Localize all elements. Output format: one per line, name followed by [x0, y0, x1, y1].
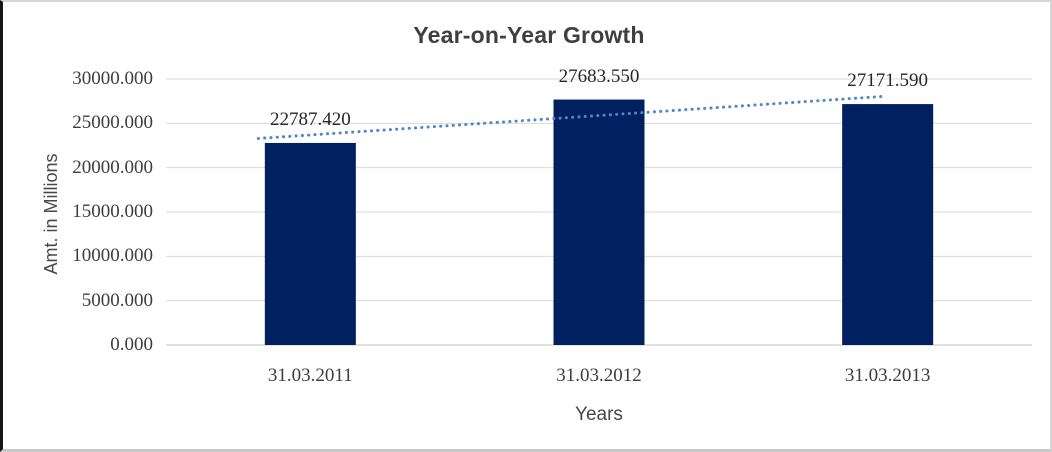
trendline	[256, 94, 887, 140]
x-tick-label: 31.03.2013	[844, 365, 931, 386]
y-tick-label: 15000.000	[72, 201, 153, 222]
x-tick-label: 31.03.2011	[267, 365, 353, 386]
y-tick-label: 0.000	[110, 334, 153, 355]
x-axis-title: Years	[575, 404, 623, 425]
bar	[264, 142, 356, 345]
y-tick-label: 20000.000	[72, 156, 153, 178]
chart-title: Year-on-Year Growth	[413, 22, 645, 48]
y-tick-label: 5000.000	[81, 289, 153, 311]
y-tick-label: 30000.000	[72, 68, 153, 89]
y-tick-label: 25000.000	[72, 112, 153, 134]
bar	[842, 104, 934, 345]
bar-data-label: 27171.590	[847, 70, 929, 92]
x-tick-label: 31.03.2012	[556, 365, 642, 386]
bar-data-label: 27683.550	[558, 65, 640, 87]
bar	[553, 99, 645, 346]
bar-data-label: 22787.420	[269, 108, 351, 130]
plot-area	[166, 78, 1032, 346]
y-tick-label: 10000.000	[72, 245, 153, 267]
